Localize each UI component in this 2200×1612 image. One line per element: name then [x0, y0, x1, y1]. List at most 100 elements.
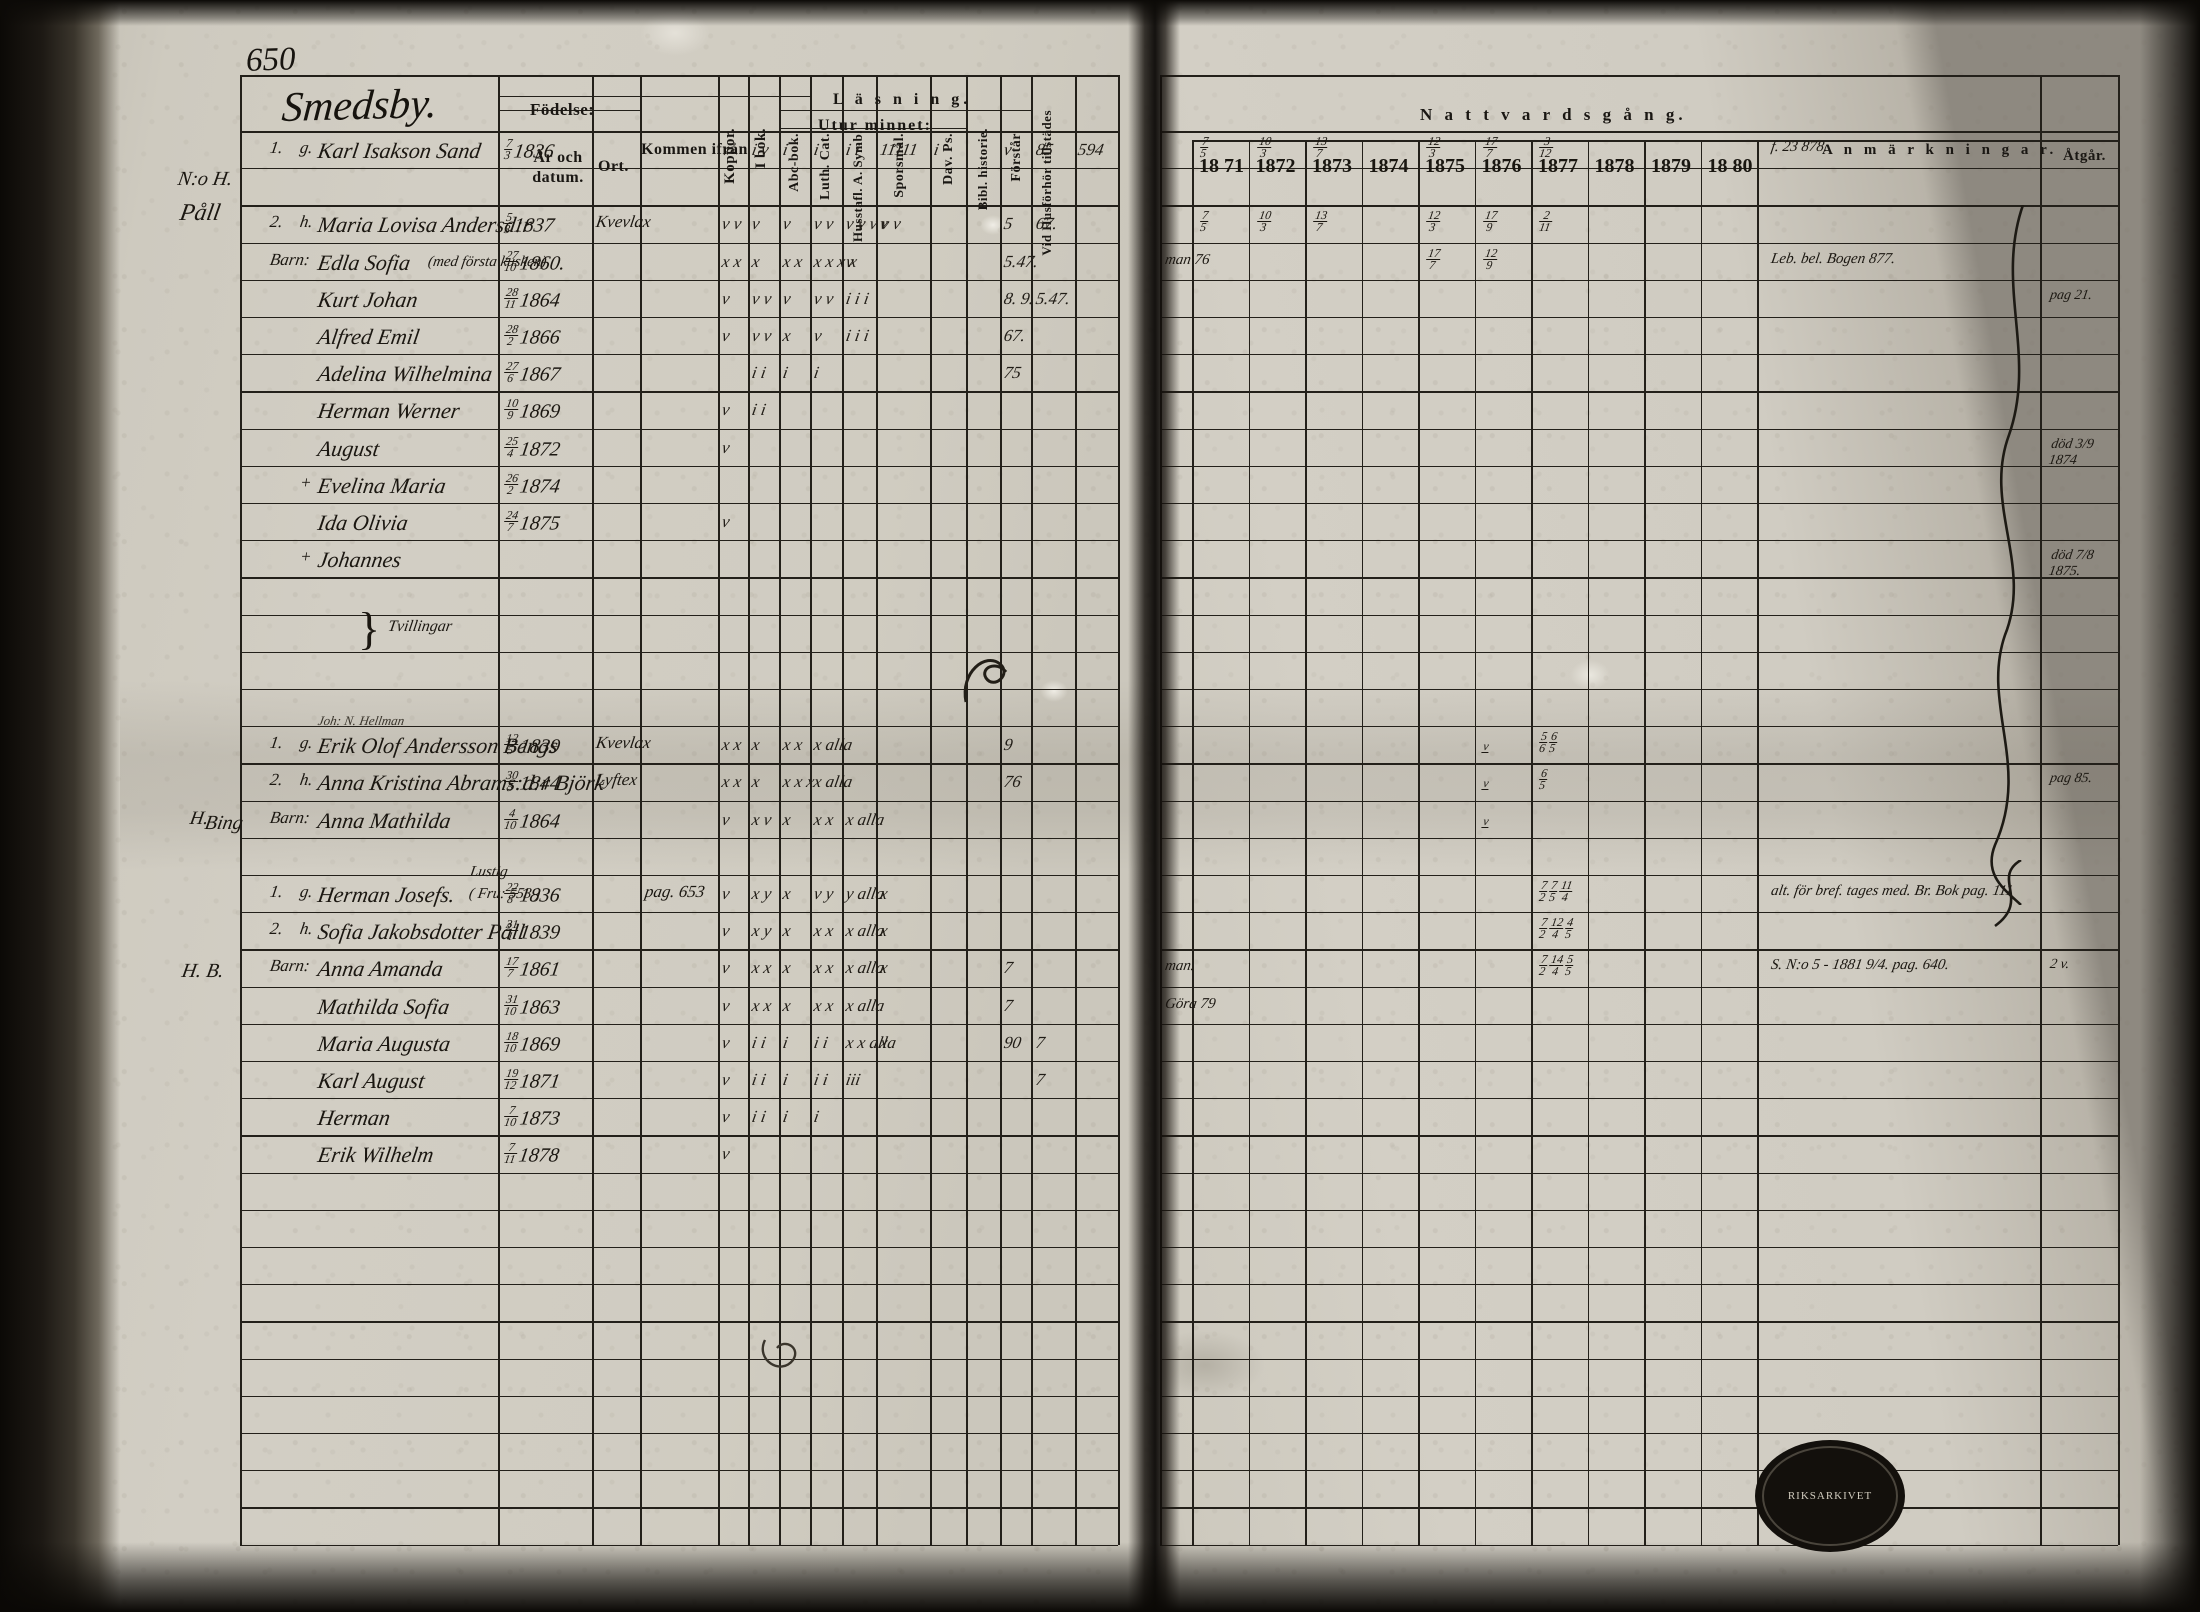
- anmarkning-2-0: alt. för bref. tages med. Br. Bok pag. 1…: [1769, 883, 2015, 899]
- header-ort: Ort.: [598, 158, 629, 175]
- row-rule: [240, 1061, 1118, 1063]
- person-name-0-1: Maria Lovisa Andersd:r: [316, 212, 534, 238]
- row-rule: [1160, 726, 2118, 728]
- lasning-huss-0-1: v v v v v: [844, 214, 903, 234]
- row-rule: [1192, 140, 2118, 142]
- row-rule: [240, 763, 1118, 765]
- row-rule: [1160, 1098, 2118, 1100]
- lasning-huss-1-2: x alla: [844, 809, 887, 829]
- column-rule: [748, 75, 750, 1545]
- nattvard-2-0-6: 7 2 7 5 11 4: [1538, 878, 1575, 905]
- person-name-0-4: Alfred Emil: [316, 324, 422, 349]
- lasning-abc-1-0: x x: [781, 735, 805, 755]
- column-rule: [779, 75, 781, 1545]
- nattvard-0-1-5: 17 9: [1482, 208, 1499, 235]
- column-rule: [2118, 75, 2121, 1545]
- lasning-luth-1-2: x x: [812, 809, 836, 829]
- family-no-2: H. B.: [180, 960, 226, 982]
- row-rule: [1160, 875, 2118, 877]
- nattvard-year-9: 18 80: [1707, 155, 1753, 177]
- row-rule: [240, 131, 1118, 133]
- column-rule: [1700, 140, 1703, 1545]
- lasning-koppor-1-1: x x: [720, 772, 744, 792]
- birth-date-0-4: 28 2 1866: [504, 322, 562, 349]
- scan-right-edge: [2140, 0, 2200, 1612]
- lasning-koppor-0-2: x x: [720, 251, 744, 271]
- row-rule: [240, 986, 1118, 988]
- header-luth-cat: Luth. Cat.: [818, 133, 833, 200]
- birth-date-0-1: 5 3 1837: [503, 210, 556, 237]
- lasning-luth-1-0: x alla: [812, 735, 855, 755]
- person-name-0-5: Adelina Wilhelmina: [316, 361, 495, 387]
- row-rule: [1160, 1321, 2118, 1323]
- row-rule: [240, 1284, 1118, 1286]
- row-rule: [1160, 75, 2118, 78]
- row-rule: [240, 1507, 1118, 1509]
- lasning-luth-0-3: v v: [812, 288, 836, 308]
- lasning-spors-0-0: 11111: [878, 140, 920, 159]
- birth-ort-1-0: Kvevlax: [594, 733, 653, 753]
- nattvard-year-3: 1874: [1368, 155, 1409, 177]
- nattvard-year-8: 1879: [1651, 155, 1691, 177]
- row-rule: [1160, 912, 2118, 914]
- person-name-1-1: Anna Kristina Abrams:d:r Björk: [316, 770, 607, 796]
- row-rule: [240, 428, 1118, 430]
- row-rule: [240, 1172, 1118, 1174]
- person-name-2-6: Herman: [316, 1105, 393, 1131]
- column-rule: [1418, 140, 1420, 1545]
- row-rule: [240, 1395, 1118, 1397]
- row-rule: [240, 391, 1118, 393]
- row-rule: [1160, 577, 2118, 579]
- column-rule: [810, 75, 812, 1545]
- column-rule: [1474, 140, 1477, 1545]
- row-rule: [1160, 986, 2118, 988]
- row-rule: [1160, 354, 2118, 356]
- column-rule: [1587, 140, 1590, 1545]
- row-rule: [1160, 1247, 2118, 1249]
- row-rule: [240, 354, 1118, 356]
- scan-bottom-edge: [0, 1542, 2200, 1612]
- lasning-luth-2-1: x x: [812, 921, 836, 941]
- row-rule: [1160, 837, 2118, 839]
- nattvard-2-1-6: 7 2 12 4 4 5: [1538, 915, 1576, 942]
- row-rule: [1160, 614, 2118, 616]
- row-rule: [498, 110, 640, 112]
- lasning-vid-0-0: 85: [1034, 140, 1055, 159]
- person-name-0-2: Edla Sofia: [316, 249, 413, 275]
- row-rule: [240, 949, 1118, 951]
- row-rule: [1160, 1061, 2118, 1063]
- person-name-0-7: August: [316, 435, 382, 461]
- column-rule: [1531, 140, 1533, 1545]
- kommen-ifran-2-0: pag. 653: [643, 882, 707, 901]
- nattvard-year-7: 1878: [1594, 155, 1635, 177]
- birth-ort-1-1: Lyftex: [594, 770, 639, 790]
- lasning-ibok-2-1: x y: [750, 921, 774, 941]
- row-rule: [1160, 949, 2118, 951]
- family-no-1: H.: [188, 808, 211, 829]
- twins-label: Tvillingar: [386, 618, 454, 635]
- row-rule: [240, 242, 1118, 244]
- row-rule: [1160, 279, 2118, 281]
- row-rule: [240, 800, 1118, 802]
- birth-date-2-2: 17 7 1861: [504, 954, 562, 981]
- person-name-0-0: Karl Isakson Sand: [316, 138, 483, 163]
- birth-date-1-1: 30 5 1844: [504, 768, 562, 795]
- lasning-forstar-0-3: 8. 9.: [1002, 288, 1036, 308]
- lasning-huss-0-4: i i i: [844, 326, 871, 345]
- header-atgar: Åtgår.: [2063, 148, 2106, 164]
- twins-brace: }: [358, 603, 381, 654]
- row-rule: [240, 651, 1118, 653]
- nattvard-year-6: 1877: [1538, 155, 1578, 177]
- row-rule: [779, 128, 966, 130]
- row-rule: [240, 875, 1118, 877]
- row-rule: [240, 577, 1118, 579]
- person-name-2-1: Sofia Jakobsdotter Påll: [316, 919, 527, 945]
- row-rule: [1160, 1284, 2118, 1286]
- left-page: [55, 0, 1160, 1612]
- nattvard-year-5: 1876: [1481, 155, 1522, 177]
- row-rule: [240, 912, 1118, 914]
- row-rule: [1160, 242, 2118, 244]
- lasning-ibok-0-4: v v: [750, 326, 774, 345]
- row-rule: [1160, 1209, 2118, 1211]
- row-rule: [240, 168, 1118, 170]
